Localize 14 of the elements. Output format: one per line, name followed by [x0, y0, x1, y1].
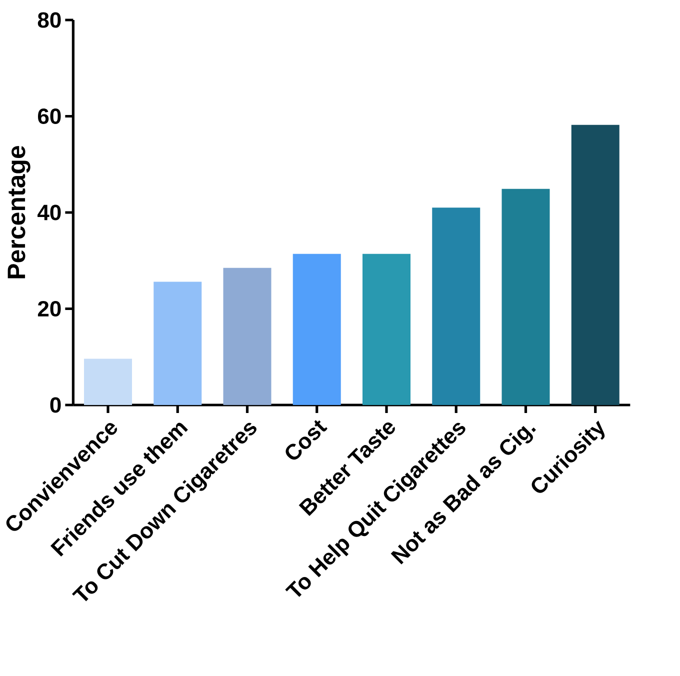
bar [362, 254, 410, 405]
bar [154, 282, 202, 405]
bar [571, 124, 620, 405]
bar [432, 208, 480, 405]
bar [84, 358, 132, 405]
bar [502, 188, 550, 405]
y-tick-label: 80 [38, 12, 61, 28]
y-tick-label: 40 [38, 204, 61, 220]
y-axis-title: Percentage [8, 146, 30, 278]
y-tick-label: 0 [50, 397, 61, 413]
y-tick-label: 20 [38, 300, 61, 317]
y-tick-label: 60 [38, 108, 61, 124]
bar [292, 254, 341, 405]
bar [223, 268, 272, 405]
